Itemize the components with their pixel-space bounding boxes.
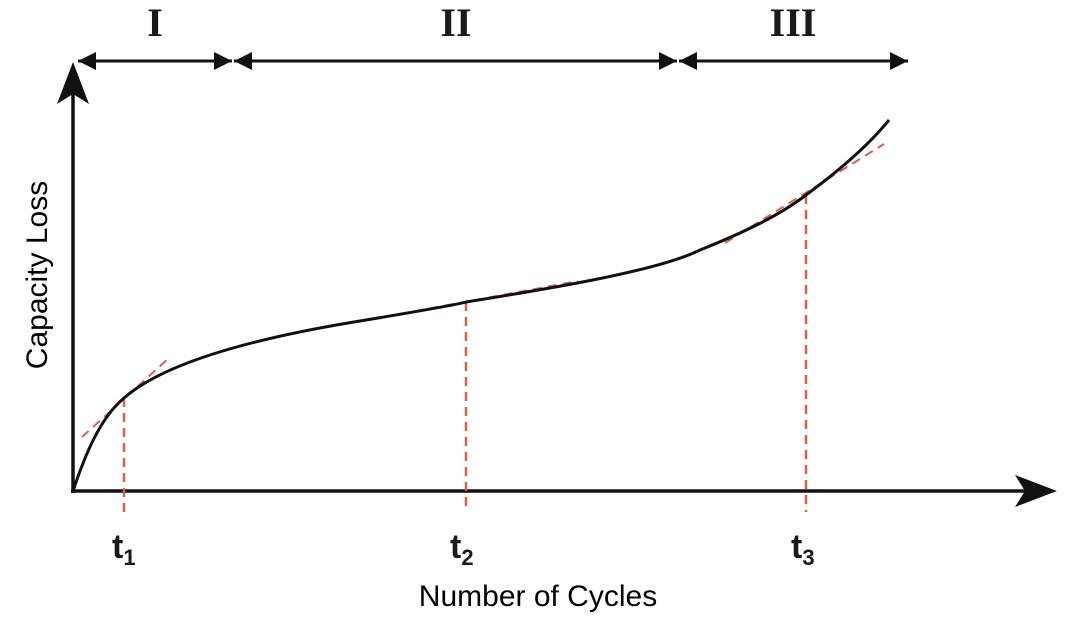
region-iii-arrowhead-left xyxy=(679,52,697,70)
x-axis-title: Number of Cycles xyxy=(419,580,657,613)
axes xyxy=(57,62,1057,507)
t1-tangent-line xyxy=(81,356,171,438)
region-ii-label: II xyxy=(440,0,471,45)
t1-label: t1 xyxy=(112,528,136,570)
x-axis-arrowhead xyxy=(1015,475,1057,507)
y-axis-arrowhead xyxy=(57,62,89,104)
marker-lines xyxy=(122,195,808,514)
tangent-lines xyxy=(81,143,885,438)
region-ii-arrowhead-left xyxy=(234,52,252,70)
capacity-loss-curve xyxy=(71,119,891,492)
t2-label: t2 xyxy=(450,528,474,570)
region-ii-arrowhead-right xyxy=(659,52,677,70)
region-iii-label: III xyxy=(770,0,817,45)
region-iii-arrowhead-right xyxy=(890,52,908,70)
region-arrows xyxy=(78,52,908,70)
region-i-label: I xyxy=(147,0,163,45)
region-i-arrowhead-right xyxy=(214,52,232,70)
y-axis-title: Capacity Loss xyxy=(21,181,54,369)
t3-label: t3 xyxy=(791,528,815,570)
region-i-arrowhead-left xyxy=(78,52,96,70)
